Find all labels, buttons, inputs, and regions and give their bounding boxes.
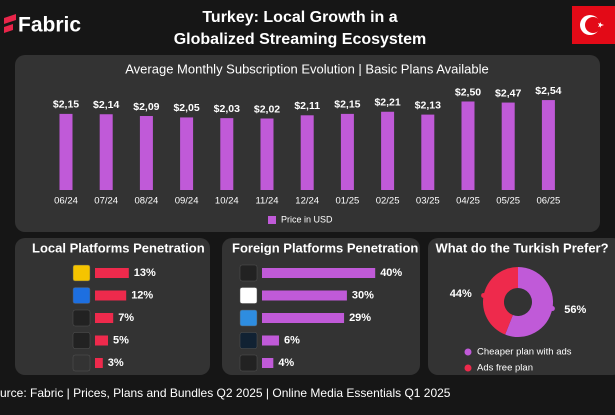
panel [222,238,420,375]
value-label: $2,09 [133,101,159,113]
panel [428,238,615,375]
bar [180,117,194,190]
flag-crescent-cut [585,17,601,33]
value-label: 44% [450,288,472,300]
chart-title: Local Platforms Penetration [32,240,205,255]
x-tick-label: 03/25 [416,196,440,207]
pie-slice [505,267,554,338]
platform-logo [72,264,91,282]
value-label: 4% [278,357,294,369]
bar [139,116,153,190]
x-tick-label: 11/24 [255,196,278,207]
platform-logo [72,332,91,349]
bar [340,113,354,190]
value-label: $2,15 [53,99,79,111]
value-label: 12% [131,289,153,301]
panel [15,238,210,375]
value-label: $2,47 [495,87,521,99]
chart-title: Foreign Platforms Penetration [232,240,418,255]
bar [262,358,274,368]
x-tick-label: 02/25 [376,196,400,207]
value-label: 13% [134,267,156,279]
flag [572,6,615,44]
bar [95,268,129,278]
value-label: $2,13 [415,99,441,111]
value-label: 56% [564,304,586,316]
x-tick-label: 06/25 [537,196,561,207]
x-tick-label: 07/24 [94,196,118,207]
bar [421,114,435,190]
label-dot [481,292,487,298]
title-line: Turkey: Local Growth in a [202,9,397,26]
bar [262,335,279,346]
bar [220,118,234,190]
legend-label: Ads free plan [477,363,533,374]
x-tick-label: 06/24 [54,196,78,207]
flag-star [598,22,604,28]
bar [262,268,376,278]
bar [260,118,274,190]
value-label: $2,50 [455,86,481,98]
platform-logo [72,354,91,372]
value-label: 40% [380,267,402,279]
x-tick-label: 05/25 [496,196,520,207]
brand: Fabric [18,14,81,37]
brand-icon [4,14,16,33]
value-label: $2,15 [334,99,360,111]
title-line: Globalized Streaming Ecosystem [174,31,427,48]
chart-title: Average Monthly Subscription Evolution |… [125,61,489,76]
value-label: 3% [108,357,124,369]
platform-logo [72,309,91,327]
chart-title: What do the Turkish Prefer? [435,240,608,255]
bar [300,115,314,190]
pie-slice [483,267,518,335]
value-label: $2,03 [214,103,240,115]
platform-logo [239,309,258,327]
platform-logo [239,354,258,372]
bar [262,290,347,301]
x-tick-label: 04/25 [456,196,480,207]
x-tick-label: 12/24 [295,196,319,207]
value-label: 30% [352,289,374,301]
bar [95,290,127,301]
source-note: urce: Fabric | Prices, Plans and Bundles… [0,386,451,400]
legend-label: Cheaper plan with ads [477,347,572,358]
bar [95,313,114,323]
legend-swatch [464,364,472,372]
bar [99,114,113,190]
value-label: $2,05 [173,102,199,114]
legend-swatch [268,216,276,224]
bar [59,113,73,190]
value-label: $2,11 [294,100,320,112]
value-label: 29% [349,312,371,324]
label-dot [549,306,555,312]
bar [95,358,103,368]
value-label: 5% [113,334,129,346]
bar [461,101,475,190]
bar [501,102,515,190]
value-label: $2,54 [535,85,561,97]
value-label: 7% [118,312,134,324]
bar [262,313,345,323]
bar [95,335,108,346]
x-tick-label: 09/24 [175,196,199,207]
legend-swatch [464,348,472,356]
legend-label: Price in USD [281,214,333,224]
value-label: $2,21 [374,97,400,109]
value-label: $2,14 [93,99,119,111]
x-tick-label: 08/24 [135,196,159,207]
bar [541,100,555,190]
value-label: $2,02 [254,103,280,115]
bar [381,111,395,190]
x-tick-label: 10/24 [215,196,239,207]
x-tick-label: 01/25 [336,196,360,207]
platform-logo [239,332,258,349]
value-label: 6% [284,334,300,346]
platform-logo [239,287,258,304]
platform-logo [72,287,91,304]
platform-logo [239,264,258,282]
